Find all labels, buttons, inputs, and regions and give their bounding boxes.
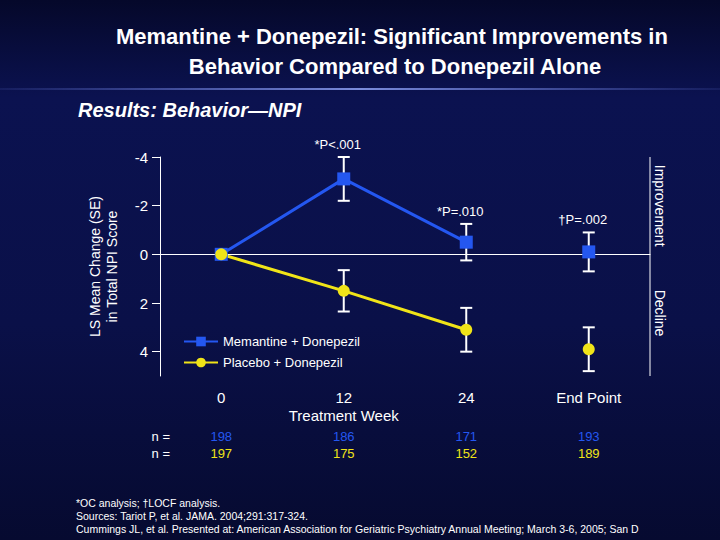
svg-text:n =: n =	[152, 429, 170, 444]
svg-text:171: 171	[455, 429, 477, 444]
svg-text:0: 0	[217, 389, 225, 406]
svg-text:Cummings JL, et al. Presented: Cummings JL, et al. Presented at: Americ…	[76, 523, 639, 535]
svg-text:Memantine + Donepezil: Signifi: Memantine + Donepezil: Significant Impro…	[116, 24, 674, 49]
svg-text:0: 0	[140, 246, 148, 263]
svg-text:175: 175	[333, 446, 355, 461]
svg-text:24: 24	[458, 389, 475, 406]
svg-text:*P=.010: *P=.010	[437, 204, 484, 219]
svg-text:Memantine + Donepezil: Memantine + Donepezil	[223, 334, 360, 349]
svg-text:*OC analysis; †LOCF analysis.: *OC analysis; †LOCF analysis.	[76, 497, 220, 509]
svg-text:189: 189	[578, 446, 600, 461]
svg-text:End Point: End Point	[556, 389, 622, 406]
svg-text:197: 197	[210, 446, 232, 461]
svg-text:-2: -2	[135, 197, 148, 214]
svg-text:4: 4	[140, 343, 148, 360]
svg-text:Placebo + Donepezil: Placebo + Donepezil	[223, 355, 343, 370]
svg-text:2: 2	[140, 295, 148, 312]
svg-text:152: 152	[455, 446, 477, 461]
svg-text:193: 193	[578, 429, 600, 444]
svg-text:Decline: Decline	[652, 290, 668, 337]
svg-text:Treatment Week: Treatment Week	[289, 407, 400, 424]
svg-text:Results: Behavior—NPI: Results: Behavior—NPI	[78, 99, 302, 121]
svg-text:†P=.002: †P=.002	[558, 212, 607, 227]
svg-text:12: 12	[335, 389, 352, 406]
svg-text:n =: n =	[152, 446, 170, 461]
svg-text:in Total NPI Score: in Total NPI Score	[104, 210, 120, 322]
svg-text:Behavior Compared to Donepezil: Behavior Compared to Donepezil Alone	[189, 54, 601, 79]
svg-text:198: 198	[210, 429, 232, 444]
svg-text:186: 186	[333, 429, 355, 444]
svg-text:-4: -4	[135, 149, 148, 166]
svg-text:LS Mean Change (SE): LS Mean Change (SE)	[87, 196, 103, 337]
svg-text:*P<.001: *P<.001	[314, 137, 361, 152]
svg-text:Sources: Tariot P, et al. JAMA: Sources: Tariot P, et al. JAMA. 2004;291…	[76, 510, 308, 522]
svg-text:Improvement: Improvement	[652, 165, 668, 247]
